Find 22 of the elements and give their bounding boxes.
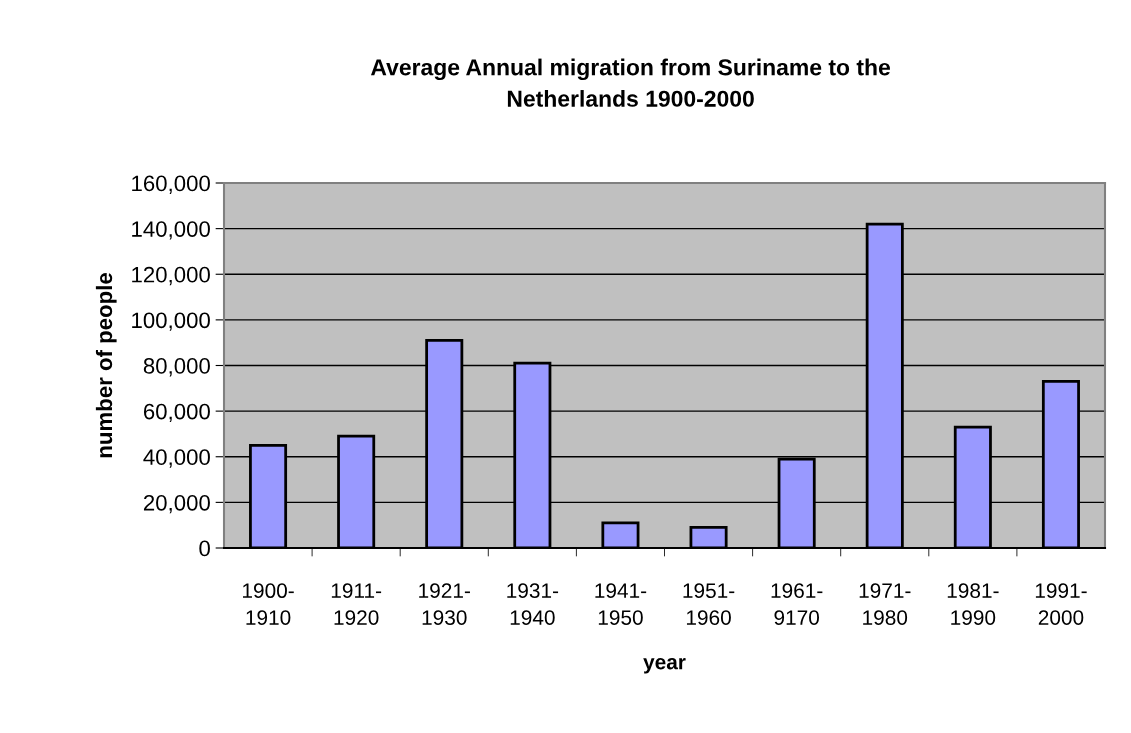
y-tick-label: 160,000 xyxy=(132,175,210,194)
x-tick-label: 1961- 9170 xyxy=(771,583,823,625)
x-tick-label: 1931- 1940 xyxy=(507,583,559,625)
y-tick-label: 140,000 xyxy=(132,221,210,240)
y-tick-label: 40,000 xyxy=(143,449,210,468)
y-tick-label: 100,000 xyxy=(132,312,210,331)
y-tick-label: 80,000 xyxy=(143,358,210,377)
x-tick-label: 1941- 1950 xyxy=(595,583,647,625)
x-tick-label: 1971- 1980 xyxy=(859,583,911,625)
x-tick-label: 1921- 1930 xyxy=(419,583,470,625)
x-tick-label: 1991- 2000 xyxy=(1035,583,1087,625)
chart-title: Average Annual migration from Suriname to the Netherlands 1900-2000 xyxy=(370,58,890,107)
y-tick-label: 60,000 xyxy=(143,403,210,423)
y-axis-title: number of people xyxy=(95,273,117,458)
x-tick-label: 1981- 1990 xyxy=(947,583,999,625)
x-tick-label: 1900- 1910 xyxy=(243,583,294,625)
x-axis-title: year xyxy=(643,657,686,674)
x-tick-label: 1951- 1960 xyxy=(683,583,735,625)
y-tick-label: 20,000 xyxy=(143,494,210,514)
y-tick-label: 120,000 xyxy=(132,266,210,286)
y-tick-label: 0 xyxy=(199,540,210,557)
x-tick-label: 1911- 1920 xyxy=(331,583,382,625)
